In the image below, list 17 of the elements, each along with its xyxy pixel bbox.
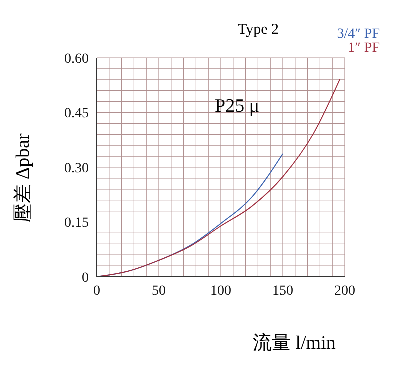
y-tick-label: 0.15 — [64, 216, 89, 232]
x-axis-title: 流量 l/min — [253, 332, 336, 356]
annotation: P25 μ — [215, 96, 260, 118]
line-series — [97, 79, 341, 277]
x-tick-label: 50 — [152, 284, 166, 299]
chart-title: Type 2 — [238, 22, 280, 39]
x-tick-label: 0 — [94, 284, 100, 299]
x-tick-label: 100 — [210, 284, 232, 299]
x-tick-label: 200 — [334, 284, 356, 299]
y-tick-label: 0.45 — [64, 106, 89, 122]
x-tick-label: 150 — [272, 284, 294, 299]
y-tick-label: 0 — [82, 270, 89, 286]
text: 3/4″ PF — [337, 27, 380, 42]
y-tick-label: 0.60 — [64, 52, 89, 67]
y-axis-title: 壓差 Δpbar — [12, 134, 35, 222]
y-tick-label: 0.30 — [64, 161, 89, 176]
series-label: 1″ PF — [347, 41, 380, 56]
